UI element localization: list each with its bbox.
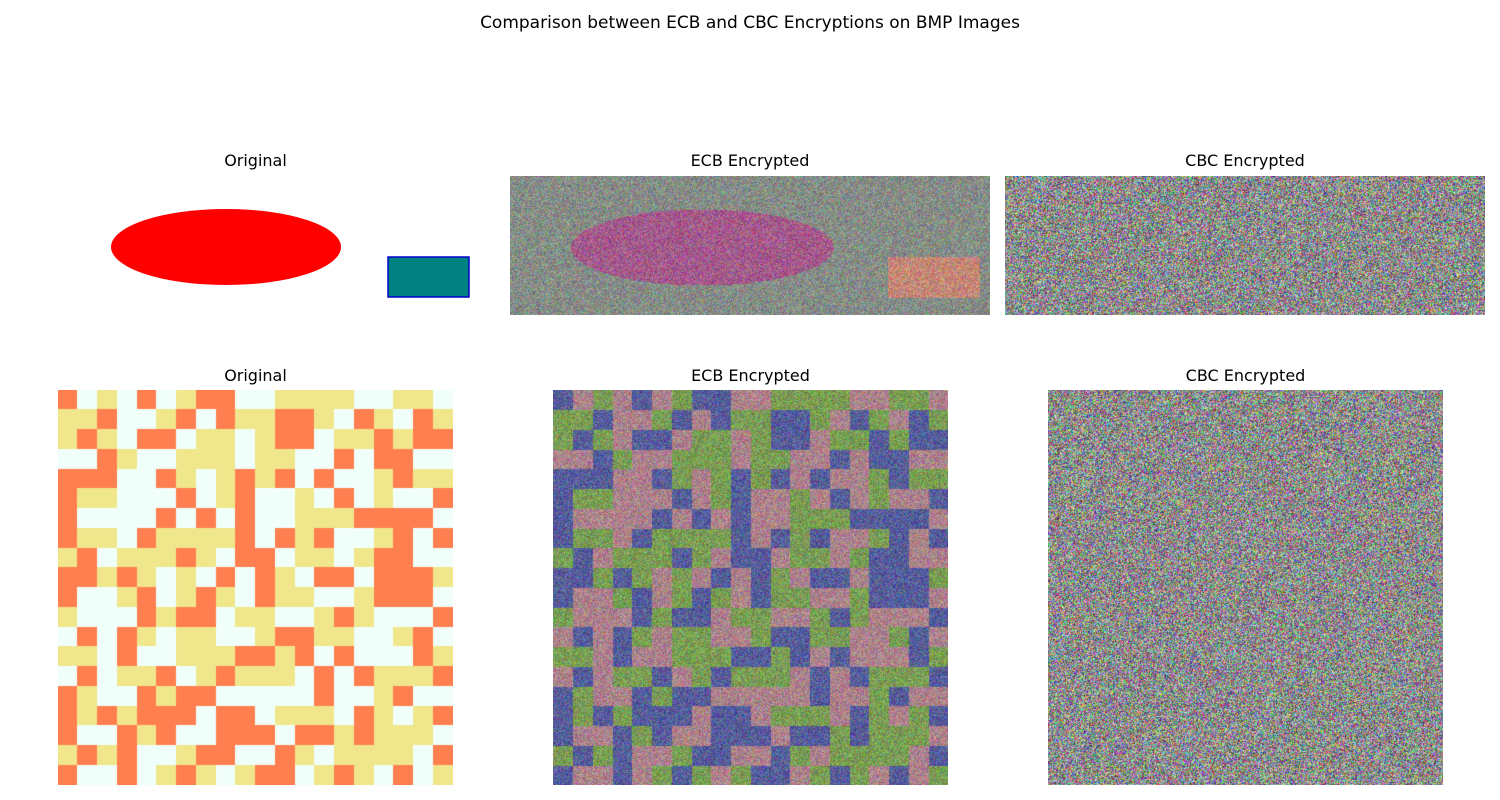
red-ellipse xyxy=(111,209,341,285)
panel-title-ecb-shapes: ECB Encrypted xyxy=(690,151,810,170)
panel-title-ecb-grid: ECB Encrypted xyxy=(691,366,810,385)
cbc-encrypted-grid-image xyxy=(1048,390,1443,785)
cbc-encrypted-shapes-image xyxy=(1005,176,1485,315)
panel-title-cbc-grid: CBC Encrypted xyxy=(1185,366,1306,385)
teal-rectangle xyxy=(387,256,470,298)
original-grid-image xyxy=(58,390,453,785)
figure-title: Comparison between ECB and CBC Encryptio… xyxy=(480,13,1020,33)
ecb-encrypted-grid-image xyxy=(553,390,948,785)
panel-title-original-grid: Original xyxy=(224,366,287,385)
panel-title-cbc-shapes: CBC Encrypted xyxy=(1185,151,1305,170)
panel-title-original-shapes: Original xyxy=(224,151,287,170)
ecb-encrypted-shapes-image xyxy=(510,176,990,315)
original-shapes-image xyxy=(58,176,478,315)
